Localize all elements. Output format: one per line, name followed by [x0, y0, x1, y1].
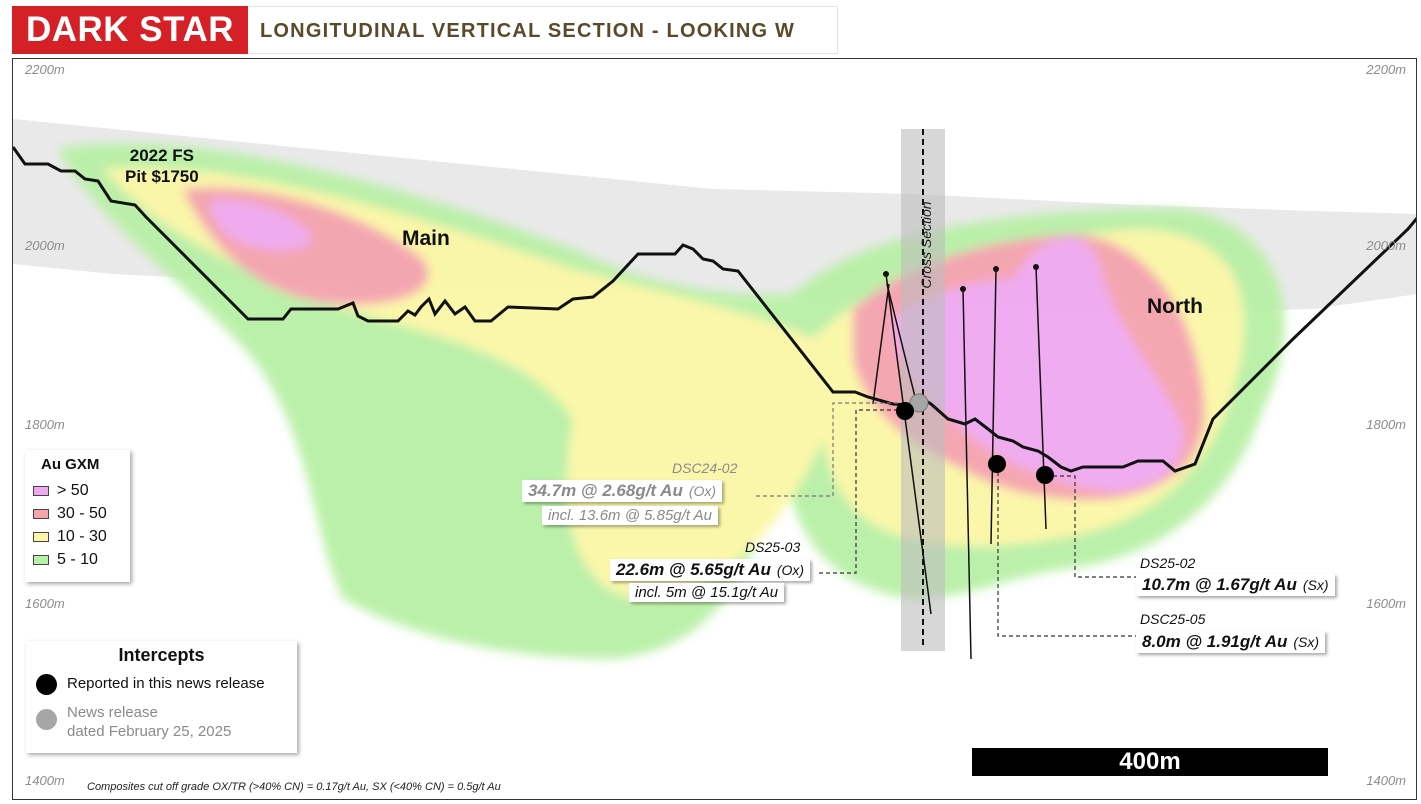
grade-shell-over-50 [211, 199, 1184, 492]
leader-line-dsc24-02 [753, 402, 919, 497]
intercept-box-ds25-02: 10.7m @ 1.67g/t Au (Sx) [1136, 574, 1335, 596]
hole-id-ds25-03: DS25-03 [745, 539, 801, 555]
pit-label: 2022 FS Pit $1750 [125, 145, 199, 187]
elevation-label: 1600m [1366, 596, 1406, 611]
leader-line-ds25-02 [1053, 475, 1143, 578]
previous-label: News release dated February 25, 2025 [67, 703, 231, 741]
intercepts-legend-previous: News release dated February 25, 2025 [36, 703, 287, 741]
legend-item: > 50 [33, 479, 122, 502]
intercept-type: (Sx) [1293, 634, 1320, 650]
previous-label-line1: News release [67, 704, 158, 721]
hole-id-ds25-02: DS25-02 [1140, 555, 1196, 571]
collar-dot [1033, 264, 1039, 270]
drill-trace [990, 268, 997, 545]
legend-swatch [33, 485, 49, 496]
pit-outline [13, 146, 1416, 473]
elevation-label: 2000m [1366, 238, 1406, 253]
intercepts-legend-title: Intercepts [118, 645, 205, 665]
collar-dot [883, 271, 889, 277]
section-drawing [13, 119, 1416, 660]
legend-label: > 50 [57, 481, 89, 499]
intercept-marker-previous [909, 393, 929, 413]
intercept-type: (Ox) [688, 483, 717, 499]
intercept-result: 8.0m @ 1.91g/t Au [1142, 632, 1288, 651]
reported-dot-icon [36, 674, 57, 695]
scale-bar: 400m [972, 748, 1328, 776]
legend-swatch [33, 508, 49, 519]
legend-swatch [33, 554, 49, 565]
legend-swatch [33, 531, 49, 542]
legend-item: 10 - 30 [33, 525, 122, 548]
drill-trace [1035, 266, 1047, 530]
elevation-label: 1400m [25, 773, 65, 788]
drill-traces [872, 266, 1047, 660]
grade-legend: Au GXM > 50 30 - 50 10 - 30 5 - 10 [25, 450, 130, 582]
previous-dot-icon [36, 709, 57, 730]
reported-label: Reported in this news release [67, 675, 265, 692]
legend-label: 10 - 30 [57, 527, 107, 545]
intercept-type: (Sx) [1302, 577, 1329, 593]
intercept-marker-ds25-03 [896, 402, 914, 420]
intercept-result: 22.6m @ 5.65g/t Au [616, 560, 771, 579]
hole-id-dsc25-05: DSC25-05 [1140, 611, 1206, 627]
intercept-marker-ds25-02 [988, 455, 1006, 473]
elevation-label: 1800m [1366, 417, 1406, 432]
drill-trace [886, 283, 919, 410]
legend-label: 5 - 10 [57, 550, 98, 568]
intercept-incl-ds25-03: incl. 5m @ 15.1g/t Au [629, 583, 785, 602]
collar-dot [960, 286, 966, 292]
drill-trace [885, 273, 932, 615]
company-logo: DARK STAR [12, 6, 248, 54]
elevation-label: 1800m [25, 417, 65, 432]
intercept-box-ds25-03: 22.6m @ 5.65g/t Au (Ox) [610, 559, 811, 581]
pit-label-line1: 2022 FS [129, 146, 194, 165]
footnote: Composites cut off grade OX/TR (>40% CN)… [87, 781, 501, 793]
zone-label-main: Main [402, 227, 450, 250]
elevation-label: 1400m [1366, 773, 1406, 788]
intercept-incl-dsc24-02: incl. 13.6m @ 5.85g/t Au [542, 506, 718, 525]
cross-section-label: Cross Section [918, 201, 934, 289]
intercept-box-dsc24-02: 34.7m @ 2.68g/t Au (Ox) [522, 480, 723, 502]
elevation-label: 2200m [1366, 62, 1406, 77]
intercepts-legend-reported: Reported in this news release [36, 674, 287, 695]
elevation-label: 2000m [25, 238, 65, 253]
grade-shell-30-50 [183, 187, 1205, 500]
elevation-label: 2200m [25, 62, 65, 77]
drill-trace [872, 283, 890, 405]
section-title: LONGITUDINAL VERTICAL SECTION - LOOKING … [248, 6, 838, 54]
pit-label-line2: Pit $1750 [125, 167, 199, 186]
intercept-box-dsc25-05: 8.0m @ 1.91g/t Au (Sx) [1136, 631, 1326, 653]
legend-title: Au GXM [41, 456, 100, 473]
intercept-marker-dsc25-05 [1036, 466, 1054, 484]
previous-label-line2: dated February 25, 2025 [67, 723, 232, 740]
section-frame: 2200m 2000m 1800m 1600m 1400m 2200m 2000… [12, 58, 1417, 800]
legend-label: 30 - 50 [57, 504, 107, 522]
legend-item: 5 - 10 [33, 548, 122, 571]
grade-shells [58, 143, 1285, 659]
drill-trace [962, 288, 972, 660]
legend-item: 30 - 50 [33, 502, 122, 525]
hole-id-dsc24-02: DSC24-02 [672, 460, 738, 476]
intercept-result: 34.7m @ 2.68g/t Au [528, 481, 683, 500]
leader-line-ds25-03 [818, 409, 905, 574]
elevation-label: 1600m [25, 596, 65, 611]
intercept-result: 10.7m @ 1.67g/t Au [1142, 575, 1297, 594]
collars [883, 264, 1039, 292]
intercepts-legend: Intercepts Reported in this news release… [26, 641, 297, 753]
zone-label-north: North [1147, 295, 1203, 318]
collar-dot [993, 266, 999, 272]
intercept-type: (Ox) [776, 562, 805, 578]
